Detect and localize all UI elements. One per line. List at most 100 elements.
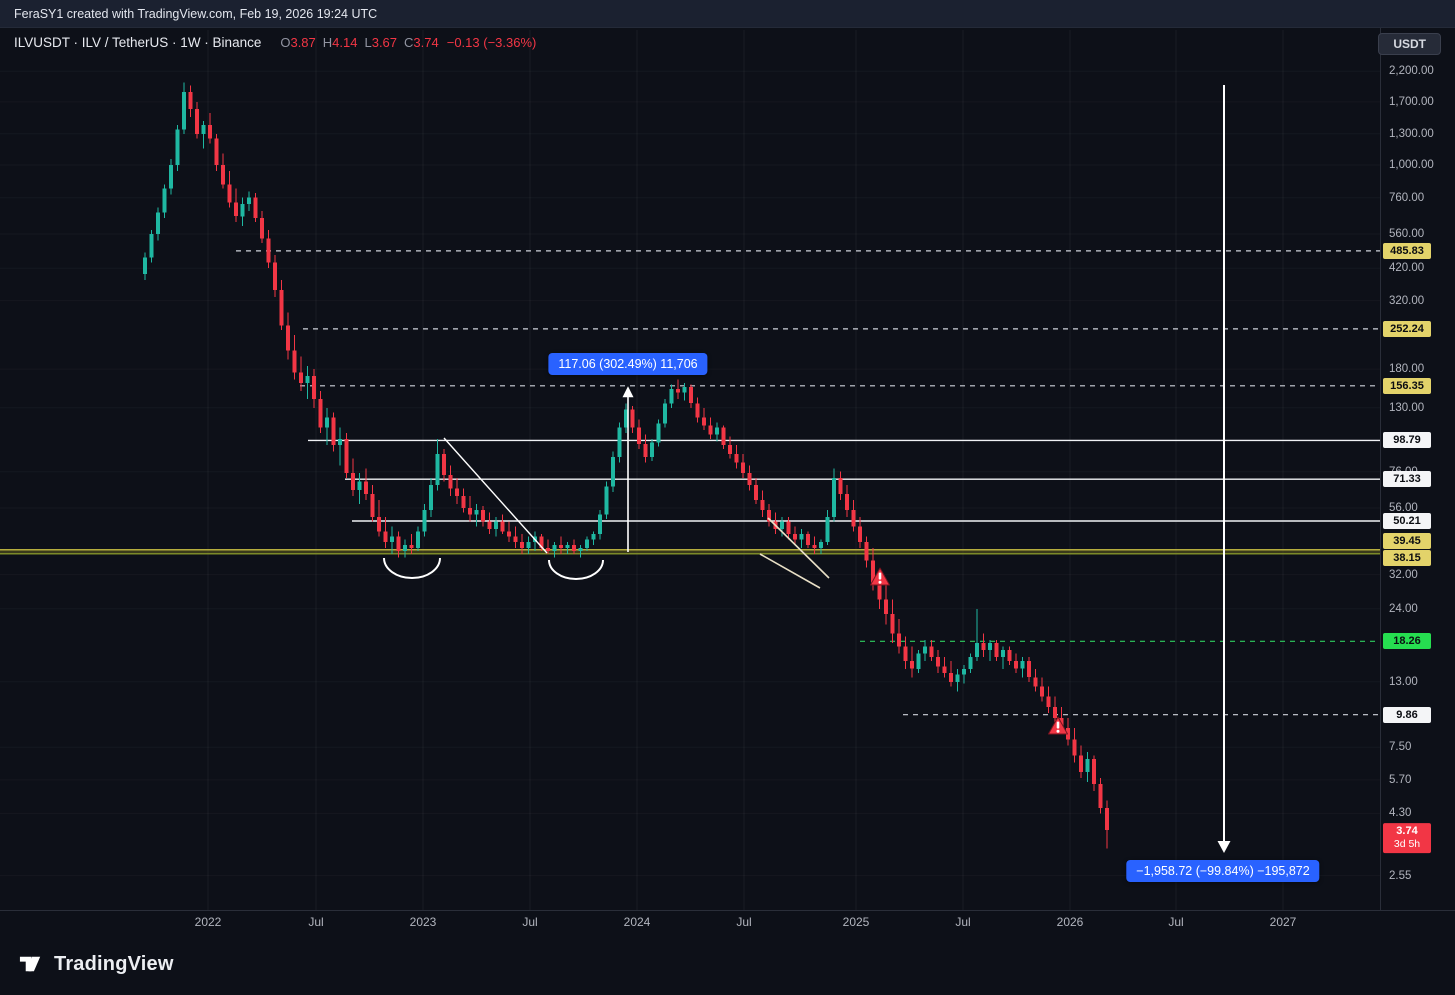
high-label: H [322,35,333,50]
candle-body [760,499,765,511]
candle-body [312,375,316,399]
candle-body [910,660,914,669]
price-level-label: 252.24 [1383,321,1431,337]
candle-body [201,125,206,134]
candle-body [1079,755,1083,772]
candle-body [871,560,875,583]
last-price-label: 3.74 3d 5h [1383,823,1431,853]
candle-body [487,521,492,529]
candle-body [1040,686,1044,697]
candle-body [526,542,531,548]
currency-toggle-button[interactable]: USDT [1378,33,1441,55]
price-axis[interactable]: 2,200.00 1,700.00 1,300.00 1,000.00 760.00 56… [1381,0,1455,995]
time-axis-separator [0,910,1455,911]
price-axis-tick: 130.00 [1389,402,1425,414]
candle-body [819,542,823,548]
tradingview-logo[interactable]: TradingView [18,951,174,978]
price-axis-tick: 2.55 [1389,870,1412,882]
price-axis-tick: 180.00 [1389,363,1425,375]
candlestick-series[interactable] [143,82,1109,849]
candle-body [624,409,628,428]
candle-body [188,91,193,110]
price-level-label: 71.33 [1383,471,1431,487]
candle-body [253,197,258,219]
candle-body [806,534,810,546]
candle-body [1098,784,1103,808]
candle-body [721,427,726,446]
candle-body [325,417,329,428]
candle-body [1059,717,1064,729]
trendline[interactable] [759,553,821,589]
candle-body [741,462,745,474]
candle-body [546,548,550,551]
warning-icon[interactable] [870,567,890,586]
candle-body [182,91,186,130]
rounded-bottom-arc[interactable] [548,559,604,580]
change-value: −0.13 (−3.36%) [446,35,537,50]
candle-body [578,548,583,551]
candle-body [728,445,732,455]
candle-body [890,613,895,634]
price-level-lines[interactable] [236,250,1380,716]
candle-body [513,536,518,543]
candle-body [903,646,908,661]
attribution-text: FeraSY1 created with TradingView.com, Fe… [14,6,378,21]
candle-body [975,643,979,658]
measure-down-label[interactable]: −1,958.72 (−99.84%) −195,872 [1126,860,1320,882]
price-axis-tick: 760.00 [1389,192,1425,204]
trendline[interactable] [443,437,548,554]
candle-body [461,495,466,508]
candle-body [507,531,511,537]
candle-body [305,375,310,384]
candle-body [1085,758,1090,772]
candle-body [377,516,381,532]
close-value: 3.74 [413,35,439,50]
price-axis-tick: 24.00 [1389,603,1418,615]
symbol-title[interactable]: ILVUSDT · ILV / TetherUS · 1W · Binance [14,35,262,50]
candle-body [214,138,219,165]
measure-up-label[interactable]: 117.06 (302.49%) 11,706 [548,353,708,375]
candle-body [656,423,661,443]
candle-body [357,481,362,491]
candle-body [767,510,771,522]
candle-body [630,409,635,428]
warning-icon[interactable] [1048,716,1068,735]
support-band[interactable] [0,548,1380,555]
tradingview-logo-text: TradingView [54,953,174,975]
candle-body [156,212,160,234]
candle-body [1053,707,1057,718]
candle-body [877,582,882,600]
candle-body [364,481,368,494]
candle-body [1092,758,1096,785]
candle-body [1105,808,1109,830]
candle-body [643,443,648,457]
candle-body [825,516,830,543]
candle-body [786,521,791,534]
price-axis-tick: 32.00 [1389,569,1418,581]
price-axis-tick: 1,000.00 [1389,159,1434,171]
candle-body [292,350,297,373]
candle-body [149,234,154,258]
candle-body [864,542,869,561]
drawings-layer[interactable] [383,85,1231,853]
candle-body [481,510,485,522]
candle-body [936,657,940,667]
price-axis-tick: 420.00 [1389,262,1425,274]
candle-body [682,386,687,393]
price-axis-tick: 13.00 [1389,676,1418,688]
candle-body [559,545,563,548]
candle-body [227,184,232,203]
symbol-legend[interactable]: ILVUSDT · ILV / TetherUS · 1W · Binance O… [14,35,536,50]
price-level-label: 9.86 [1383,707,1431,723]
trendline[interactable] [767,517,830,579]
candle-body [416,531,420,548]
candle-body [383,531,388,543]
price-axis-tick: 2,200.00 [1389,65,1434,77]
candle-body [247,197,251,205]
candle-body [1020,660,1025,669]
candle-body [598,514,602,534]
rounded-bottom-arc[interactable] [383,557,441,579]
